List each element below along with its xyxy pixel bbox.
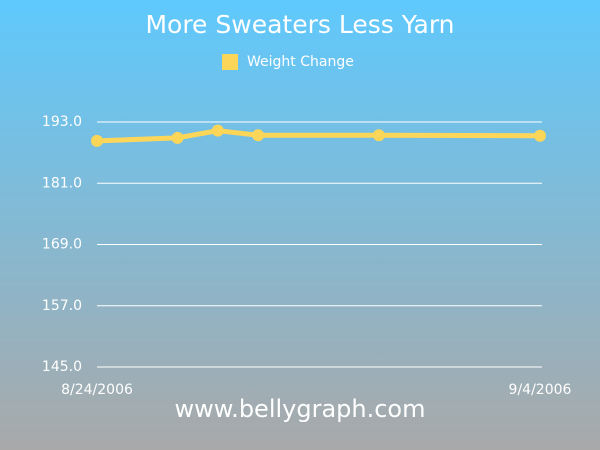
y-tick-label: 157.0 [42, 298, 82, 314]
data-point [252, 129, 265, 142]
series-line [96, 128, 541, 144]
chart-title: More Sweaters Less Yarn [145, 10, 454, 39]
data-point [372, 129, 385, 142]
y-tick-label: 181.0 [42, 175, 82, 191]
legend-label: Weight Change [247, 54, 354, 70]
data-point [534, 129, 546, 142]
data-point [91, 134, 103, 147]
y-tick-label: 169.0 [42, 237, 82, 253]
x-tick-label: 9/4/2006 [509, 382, 572, 398]
x-tick-label: 8/24/2006 [61, 382, 133, 398]
footer: www.bellygraph.com [175, 395, 426, 423]
data-point [171, 131, 184, 144]
y-tick-label: 145.0 [42, 359, 82, 375]
data-point [211, 124, 224, 137]
legend-swatch [222, 54, 238, 70]
y-tick-label: 193.0 [42, 114, 82, 130]
